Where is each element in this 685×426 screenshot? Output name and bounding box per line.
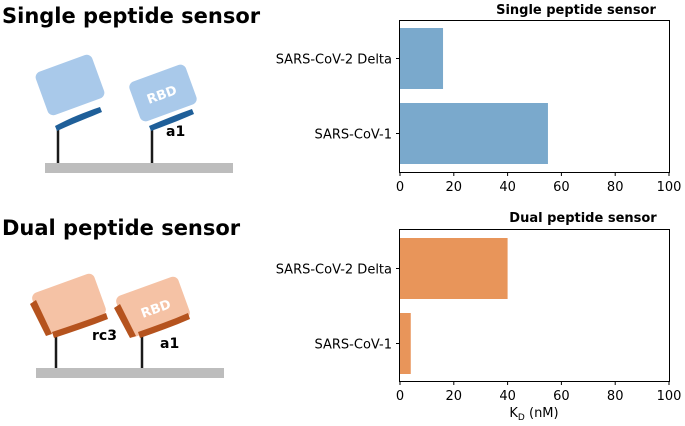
single-sensor-chart: Single peptide sensor SARS-CoV-2 DeltaSA… — [276, 3, 682, 195]
x-tick-label: 0 — [396, 180, 404, 195]
bar-sars-cov-1 — [400, 103, 548, 164]
peptide-label-rc3: rc3 — [92, 328, 117, 344]
x-tick-label: 20 — [446, 389, 463, 404]
x-tick-label: 20 — [446, 180, 463, 195]
x-tick-label: 40 — [499, 389, 516, 404]
x-tick-label: 80 — [607, 180, 624, 195]
x-tick-label: 80 — [607, 389, 624, 404]
chart-title: Single peptide sensor — [496, 3, 656, 18]
x-tick-label: 40 — [499, 180, 516, 195]
chart-title: Dual peptide sensor — [509, 211, 657, 226]
peptide-label-a1: a1 — [166, 124, 185, 140]
bar-sars-cov-2-delta — [400, 238, 508, 299]
single-sensor-schematic: RBD a1 — [35, 54, 233, 173]
dual-sensor-chart: Dual peptide sensor SARS-CoV-2 DeltaSARS… — [276, 211, 682, 423]
category-label: SARS-CoV-1 — [315, 128, 393, 143]
chart-x-ticks: 0 20 40 60 80 100 — [396, 172, 682, 195]
sensor-surface — [45, 163, 233, 173]
chart-category-labels: SARS-CoV-2 Delta SARS-CoV-1 — [276, 263, 400, 353]
dual-sensor-schematic: RBD rc3 a1 — [30, 273, 224, 378]
chart-x-ticks: 0 20 40 60 80 100 — [396, 381, 682, 404]
category-label: SARS-CoV-1 — [315, 338, 393, 353]
category-label: SARS-CoV-2 Delta — [276, 263, 392, 278]
x-axis-label: KD (nM) — [509, 406, 558, 423]
peptide-label-a1: a1 — [160, 336, 179, 352]
chart-bars — [400, 238, 508, 374]
peptide-a1-left — [55, 107, 102, 131]
category-label: SARS-CoV-2 Delta — [276, 53, 392, 68]
x-tick-label: 60 — [553, 389, 570, 404]
peptide-a1-right — [138, 313, 190, 338]
x-tick-label: 100 — [657, 389, 682, 404]
peptide-rc3-left — [30, 300, 52, 336]
sensor-surface — [36, 368, 224, 378]
rbd-unbound-domain — [35, 54, 105, 116]
rbd-domain-left — [32, 273, 106, 335]
plot-frame — [399, 20, 670, 173]
bar-sars-cov-2-delta — [400, 28, 444, 89]
bar-sars-cov-1 — [400, 313, 411, 374]
single-sensor-heading: Single peptide sensor — [2, 4, 261, 28]
rbd-bound-domain — [129, 64, 197, 122]
plot-frame — [399, 229, 670, 382]
chart-bars — [400, 28, 548, 164]
peptide-rc3-right — [114, 304, 136, 338]
peptide-a1-right — [149, 109, 194, 131]
dual-sensor-heading: Dual peptide sensor — [2, 216, 241, 240]
peptide-a1-left — [52, 313, 108, 338]
x-tick-label: 100 — [657, 180, 682, 195]
chart-category-labels: SARS-CoV-2 Delta SARS-CoV-1 — [276, 53, 400, 143]
x-tick-label: 60 — [553, 180, 570, 195]
x-tick-label: 0 — [396, 389, 404, 404]
